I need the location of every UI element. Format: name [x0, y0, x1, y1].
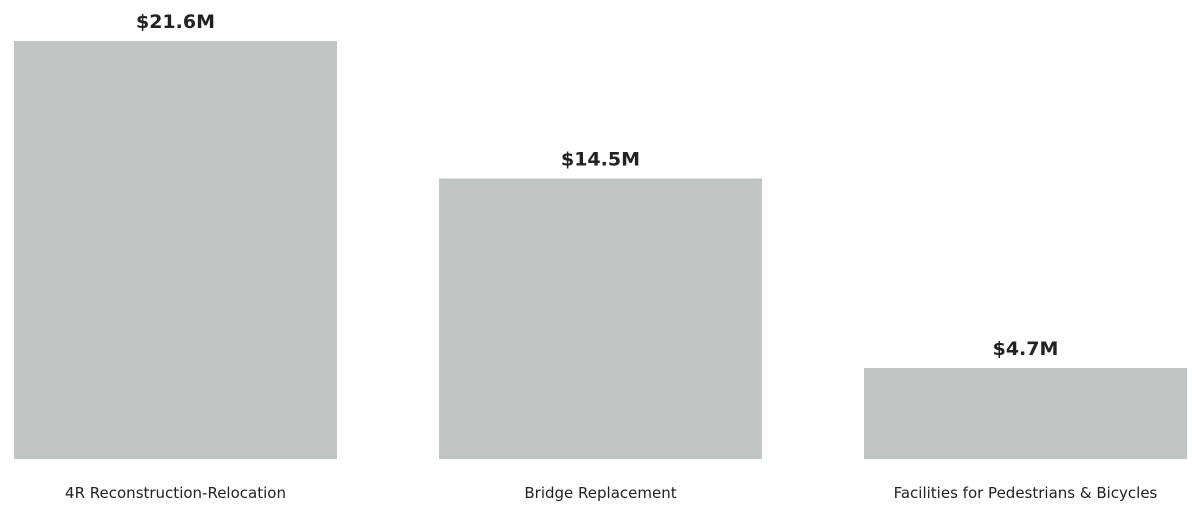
category-label-3: Facilities for Pedestrians & Bicycles: [894, 484, 1158, 502]
bar-1: [14, 41, 337, 459]
value-labels-group: $21.6M $14.5M $4.7M: [136, 11, 1058, 360]
category-labels-group: 4R Reconstruction-Relocation Bridge Repla…: [65, 484, 1158, 502]
category-label-1: 4R Reconstruction-Relocation: [65, 484, 286, 502]
value-label-3: $4.7M: [993, 338, 1059, 360]
value-label-2: $14.5M: [561, 148, 640, 170]
bar-2: [439, 178, 762, 460]
category-label-2: Bridge Replacement: [524, 484, 676, 502]
bars-group: [14, 41, 1187, 460]
bar-3: [864, 368, 1187, 459]
value-label-1: $21.6M: [136, 11, 215, 33]
